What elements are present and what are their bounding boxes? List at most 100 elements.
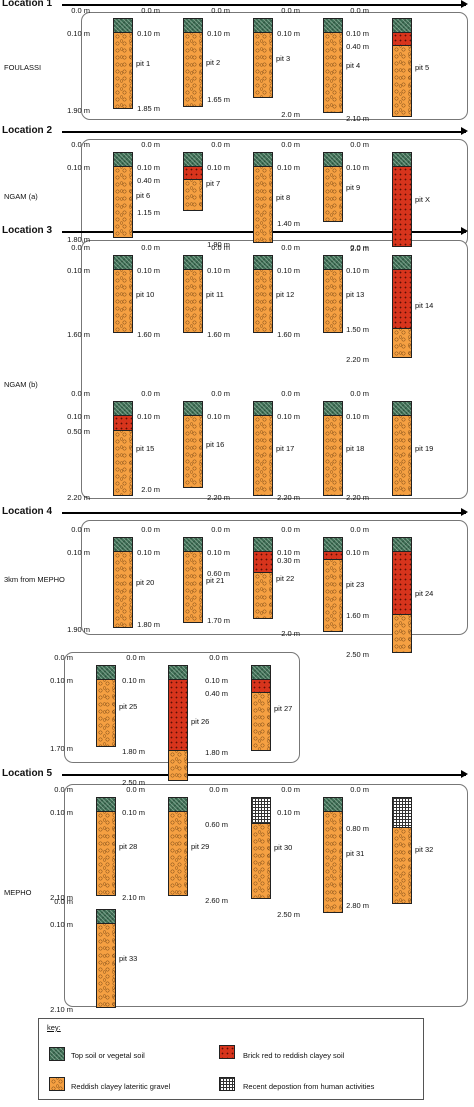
pit-11-depth-label: 1.60 m — [137, 330, 160, 339]
pit-23-depth-label: 0.10 m — [277, 548, 300, 557]
pit-20-depth-label: 0.10 m — [67, 548, 90, 557]
pit-22-label: pit 22 — [276, 573, 295, 583]
pit-10-depth-label: 1.60 m — [67, 330, 90, 339]
pit-2-layer-gravel — [183, 33, 203, 107]
pit-x-layer-clay — [392, 167, 412, 247]
pit-29-label: pit 29 — [191, 841, 210, 851]
pit-22-layer-topsoil — [253, 537, 273, 552]
pit-9-layer-topsoil — [323, 152, 343, 167]
pit-24-layer-clay — [392, 552, 412, 615]
pit-32-depth-label: 2.80 m — [346, 900, 369, 910]
pit-15-depth-label: 0.10 m — [67, 412, 90, 421]
legend-topsoil-label: Top soil or vegetal soil — [71, 1051, 145, 1060]
location-2-title: Location 2 — [2, 125, 53, 136]
pit-30-label: pit 30 — [274, 842, 293, 852]
pit-8-depth-label: 1.90 m — [207, 239, 230, 249]
pit-2-depth-label: 0.0 m — [141, 6, 160, 15]
pit-6-depth-label: 0.10 m — [67, 163, 90, 172]
pit-26-layer-topsoil — [168, 665, 188, 680]
pit-14-layer-topsoil — [392, 255, 412, 270]
pit-27-layer-topsoil — [251, 665, 271, 680]
pit-19-depth-label: 0.10 m — [346, 412, 369, 421]
pit-31-layer-gravel — [323, 812, 343, 913]
legend-gravel-label: Reddish clayey lateritic gravel — [71, 1082, 171, 1091]
pit-14-depth-label: 0.0 m — [350, 243, 369, 252]
pit-28-depth-label: 2.10 m — [50, 893, 73, 902]
pit-25-depth-label: 0.10 m — [50, 676, 73, 685]
pit-25-depth-label: 1.70 m — [50, 744, 73, 754]
pit-22-layer-gravel — [253, 573, 273, 620]
pit-30-depth-label: 0.0 m — [209, 785, 228, 794]
pit-14-depth-label: 0.10 m — [346, 266, 369, 275]
pit-21-depth-label: 0.0 m — [141, 525, 160, 534]
pit-30-layer-gravel — [251, 823, 271, 900]
pit-17-depth-label: 0.10 m — [207, 412, 230, 421]
legend-title: key: — [47, 1023, 61, 1032]
pit-22-depth-label: 0.60 m — [207, 569, 230, 578]
pit-17-depth-label: 0.0 m — [211, 389, 230, 398]
pit-15-depth-label: 0.50 m — [67, 427, 90, 437]
pit-24-label: pit 24 — [415, 589, 434, 599]
pit-7-layer-topsoil — [183, 152, 203, 167]
pit-29-layer-topsoil — [168, 797, 188, 812]
pit-11-depth-label: 0.10 m — [137, 266, 160, 275]
pit-4-layer-topsoil — [323, 18, 343, 33]
pit-23-layer-gravel — [323, 560, 343, 632]
pit-30-depth-label: 2.60 m — [205, 896, 228, 906]
pit-3-depth-label: 0.0 m — [211, 6, 230, 15]
pit-15-label: pit 15 — [136, 443, 155, 453]
pit-33-depth-label: 2.10 m — [50, 1005, 73, 1014]
pit-15-layer-gravel — [113, 431, 133, 496]
pit-25-layer-topsoil — [96, 665, 116, 680]
pit-13-layer-gravel — [323, 270, 343, 333]
pit-22-depth-label: 1.70 m — [207, 616, 230, 626]
pit-x-depth-label: 2.0 m — [350, 243, 369, 253]
pit-20-layer-gravel — [113, 552, 133, 628]
pit-7-depth-label: 1.15 m — [137, 208, 160, 218]
pit-3-label: pit 3 — [276, 54, 291, 64]
legend: key: Top soil or vegetal soil Brick red … — [38, 1018, 424, 1100]
pit-33-depth-label: 0.10 m — [50, 920, 73, 929]
pit-26-depth-label: 1.80 m — [122, 747, 145, 757]
pit-16-depth-label: 2.0 m — [141, 485, 160, 495]
pit-16-layer-topsoil — [183, 401, 203, 416]
pit-28-depth-label: 0.10 m — [50, 808, 73, 817]
pit-5-depth-label: 0.10 m — [346, 29, 369, 38]
pit-25-depth-label: 0.0 m — [54, 653, 73, 662]
pit-16-layer-gravel — [183, 416, 203, 489]
pit-27-label: pit 27 — [274, 703, 293, 713]
pit-12-depth-label: 1.60 m — [207, 330, 230, 339]
pit-5-layer-topsoil — [392, 18, 412, 33]
pit-25-layer-gravel — [96, 680, 116, 748]
pit-9-label: pit 9 — [346, 183, 361, 193]
pit-15-depth-label: 0.0 m — [71, 389, 90, 398]
pit-31-depth-label: 0.0 m — [281, 785, 300, 794]
pit-24-depth-label: 1.60 m — [346, 611, 369, 620]
pit-2-depth-label: 0.10 m — [137, 29, 160, 38]
pit-22-depth-label: 0.0 m — [211, 525, 230, 534]
pit-5-depth-label: 0.0 m — [350, 6, 369, 15]
pit-9-layer-gravel — [323, 167, 343, 222]
location-1-site: FOULASSI — [4, 63, 42, 72]
pit-27-depth-label: 0.0 m — [209, 653, 228, 662]
pit-8-depth-label: 0.0 m — [211, 140, 230, 149]
pit-19-layer-gravel — [392, 416, 412, 496]
pit-26-label: pit 26 — [191, 717, 210, 727]
legend-clay-label: Brick red to reddish clayey soil — [243, 1051, 345, 1060]
pit-20-layer-topsoil — [113, 537, 133, 552]
pit-10-label: pit 10 — [136, 290, 155, 300]
pit-33-label: pit 33 — [119, 953, 138, 963]
location-5-title: Location 5 — [2, 768, 53, 779]
pit-x-layer-topsoil — [392, 152, 412, 167]
pit-33-depth-label: 0.0 m — [54, 897, 73, 906]
pit-19-layer-topsoil — [392, 401, 412, 416]
pit-14-label: pit 14 — [415, 301, 434, 311]
pit-29-depth-label: 2.10 m — [122, 893, 145, 902]
pit-10-layer-topsoil — [113, 255, 133, 270]
pit-28-layer-gravel — [96, 812, 116, 896]
pit-22-depth-label: 0.10 m — [207, 548, 230, 557]
pit-12-label: pit 12 — [276, 290, 295, 300]
pit-3-layer-topsoil — [253, 18, 273, 33]
location-4-site: 3km from MEPHO — [4, 575, 65, 584]
pit-22-layer-clay — [253, 552, 273, 573]
